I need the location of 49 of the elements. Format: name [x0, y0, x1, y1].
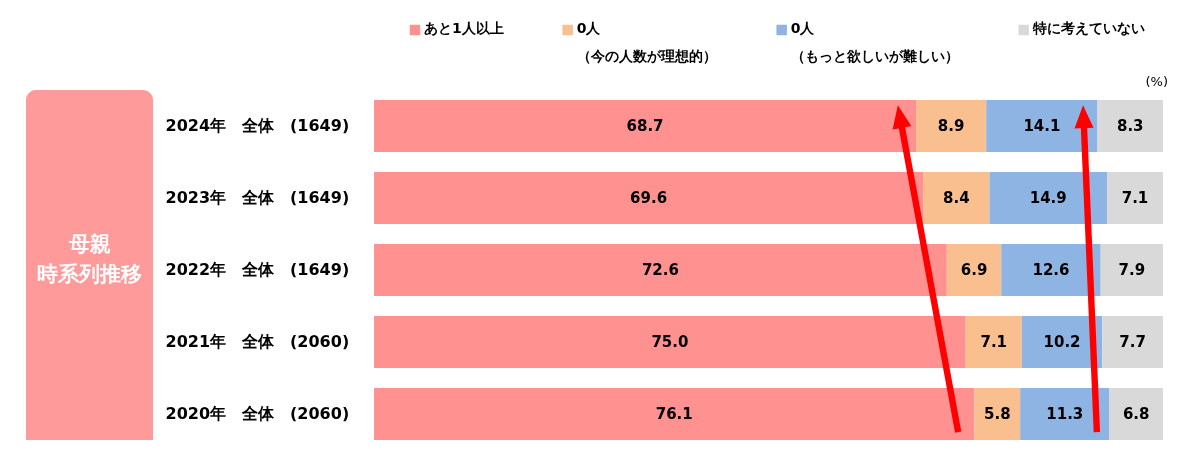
data-label: 6.8 — [1122, 405, 1150, 424]
bar — [916, 100, 987, 152]
data-label: 10.2 — [1043, 333, 1081, 351]
data-label: 76.1 — [655, 405, 693, 424]
legend-label: 0人（もっと欲しいが難しい） — [790, 20, 959, 64]
data-label: 8.3 — [1116, 116, 1144, 135]
bar — [1102, 316, 1163, 368]
data-label: 14.1 — [1023, 116, 1061, 135]
data-label: 69.6 — [630, 189, 668, 207]
bar — [946, 244, 1002, 296]
data-label: 12.6 — [1032, 261, 1070, 279]
data-label: 72.6 — [641, 261, 679, 279]
bar — [1109, 388, 1163, 440]
bar — [374, 316, 966, 368]
data-label: 7.7 — [1119, 333, 1146, 351]
data-label: 14.9 — [1029, 189, 1067, 207]
text: (%) — [1145, 74, 1168, 89]
bar — [1106, 172, 1163, 224]
data-label: 6.9 — [960, 261, 988, 279]
y-tick-label: 2022年 全体 (1649) — [165, 260, 350, 279]
y-tick-label: 2021年 全体 (2060) — [165, 332, 350, 351]
data-label: 5.8 — [984, 405, 1011, 424]
legend-label: 0人（今の人数が理想的） — [576, 20, 717, 64]
bar — [1001, 244, 1101, 296]
legend-label: あと1人以上 — [424, 20, 504, 36]
bar — [986, 100, 1098, 152]
bar — [923, 172, 990, 224]
y-tick-label: 2023年 全体 (1649) — [165, 188, 350, 207]
data-label: 7.1 — [980, 333, 1008, 351]
bar — [374, 172, 924, 224]
data-label: 8.4 — [942, 189, 970, 207]
data-label: 75.0 — [651, 333, 689, 351]
bar — [989, 172, 1107, 224]
y-tick-label: 2020年 全体 (2060) — [165, 404, 350, 424]
bar — [374, 100, 917, 152]
data-label: 7.9 — [1118, 261, 1146, 279]
bar — [1097, 100, 1163, 152]
data-label: 11.3 — [1046, 405, 1084, 424]
bar — [374, 388, 975, 440]
bar — [974, 388, 1021, 440]
data-label: 8.9 — [937, 116, 965, 135]
data-label: 68.7 — [626, 116, 664, 135]
y-axis-title: 母親時系列推移 — [37, 232, 142, 286]
data-label: 7.1 — [1121, 189, 1149, 207]
bar — [965, 316, 1022, 368]
y-tick-label: 2024年 全体 (1649) — [165, 115, 350, 135]
legend-label: 特に考えていない — [1031, 20, 1145, 36]
bar — [1100, 244, 1163, 296]
bar — [374, 244, 947, 296]
